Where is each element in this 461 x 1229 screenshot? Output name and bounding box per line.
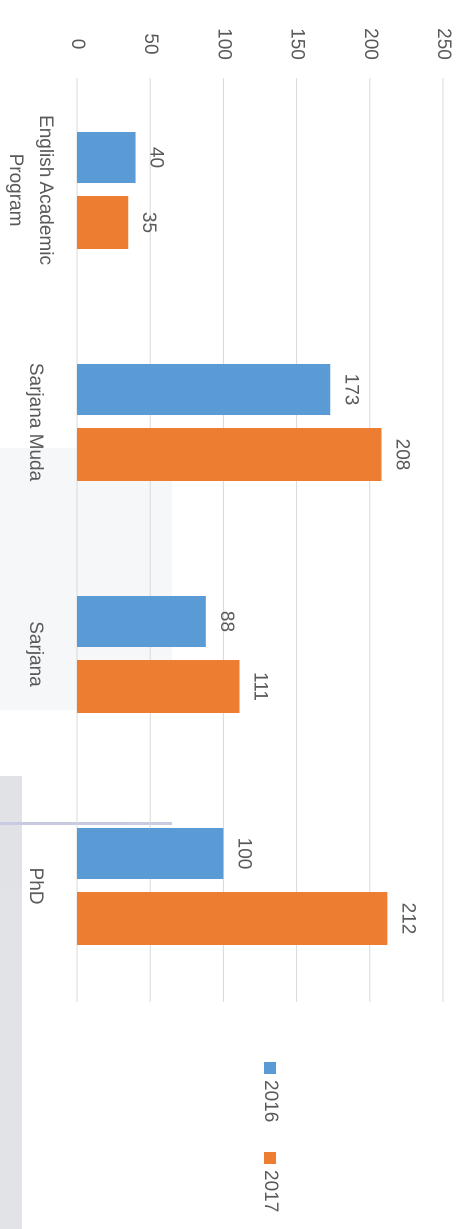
watermark-line (0, 822, 172, 825)
bar (77, 364, 331, 415)
y-tick-label: 200 (360, 28, 381, 60)
bar (77, 892, 388, 945)
data-label: 208 (391, 439, 412, 471)
watermark-bar (0, 776, 22, 1229)
legend-label: 2016 (260, 1080, 281, 1122)
legend-marker (264, 1062, 276, 1074)
data-label: 173 (340, 374, 361, 406)
data-label: 40 (146, 147, 167, 168)
x-tick-label: Sarjana (25, 621, 46, 687)
legend-marker (264, 1152, 276, 1164)
bar (77, 132, 136, 183)
data-label: 111 (249, 672, 270, 701)
y-tick-label: 0 (67, 39, 88, 50)
y-tick-label: 100 (213, 28, 234, 60)
data-label: 212 (397, 903, 418, 935)
y-tick-label: 150 (287, 28, 308, 60)
data-label: 88 (216, 611, 237, 632)
x-tick-label: Sarjana Muda (25, 363, 46, 482)
legend-label: 2017 (260, 1170, 281, 1212)
x-tick-label: English AcademicProgram (5, 115, 56, 265)
bar (77, 660, 240, 713)
data-label: 35 (138, 212, 159, 233)
x-tick-label: PhD (25, 868, 46, 905)
data-label: 100 (233, 838, 254, 870)
bar (77, 596, 206, 647)
bar (77, 196, 129, 249)
y-tick-label: 250 (433, 28, 454, 60)
bar (77, 428, 382, 481)
y-tick-label: 50 (140, 33, 161, 54)
bar (77, 828, 224, 879)
